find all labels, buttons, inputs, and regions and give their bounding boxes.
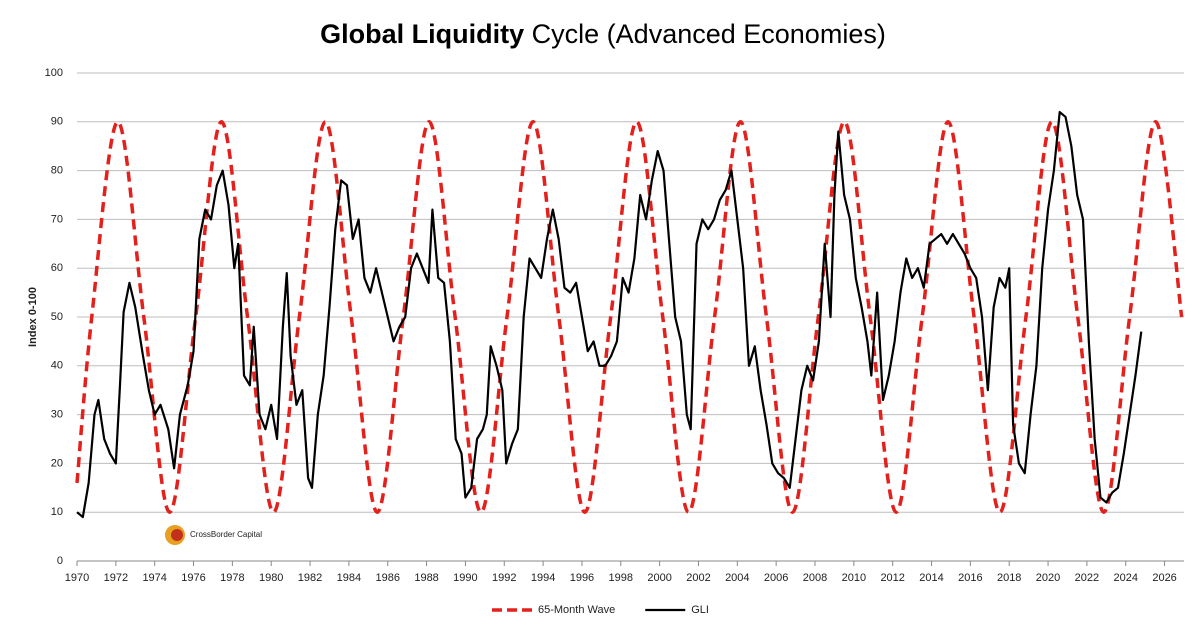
legend-label: 65-Month Wave — [538, 604, 615, 616]
logo-text: CrossBorder Capital — [190, 530, 262, 539]
series-line — [75, 120, 1184, 514]
x-tick-label: 2010 — [842, 572, 866, 584]
x-tick-label: 1976 — [181, 572, 205, 584]
x-tick-label: 2008 — [803, 572, 827, 584]
y-tick-label: 50 — [51, 311, 63, 323]
y-tick-label: 10 — [51, 506, 63, 518]
y-tick-label: 90 — [51, 116, 63, 128]
x-tick-label: 1972 — [104, 572, 128, 584]
x-tick-label: 1994 — [531, 572, 555, 584]
legend-item: GLI — [645, 604, 709, 616]
x-tick-label: 1982 — [298, 572, 322, 584]
x-tick-label: 2000 — [647, 572, 671, 584]
title-bold: Global Liquidity — [320, 19, 524, 49]
y-tick-label: 40 — [51, 360, 63, 372]
y-tick-label: 30 — [51, 409, 63, 421]
x-tick-label: 1974 — [142, 572, 166, 584]
y-tick-label: 70 — [51, 213, 63, 225]
legend-item: 65-Month Wave — [492, 604, 615, 616]
x-tick-label: 1988 — [414, 572, 438, 584]
x-tick-label: 2026 — [1152, 572, 1176, 584]
x-tick-label: 1986 — [375, 572, 399, 584]
legend-label: GLI — [691, 604, 709, 616]
series-line — [76, 110, 1143, 519]
x-tick-label: 2002 — [686, 572, 710, 584]
y-axis-label: Index 0-100 — [27, 287, 39, 347]
logo-mark-inner — [171, 529, 183, 541]
y-tick-label: 100 — [45, 67, 63, 79]
x-tick-label: 1984 — [337, 572, 361, 584]
y-tick-label: 20 — [51, 457, 63, 469]
x-tick-label: 2012 — [880, 572, 904, 584]
title-rest: Cycle (Advanced Economies) — [532, 19, 886, 49]
x-tick-label: 2022 — [1075, 572, 1099, 584]
logo: CrossBorder Capital — [165, 525, 262, 545]
x-tick-label: 1978 — [220, 572, 244, 584]
y-tick-label: 80 — [51, 165, 63, 177]
x-tick-label: 1990 — [453, 572, 477, 584]
x-tick-label: 1970 — [65, 572, 89, 584]
x-tick-label: 2018 — [997, 572, 1021, 584]
y-tick-label: 0 — [57, 555, 63, 567]
y-tick-label: 60 — [51, 262, 63, 274]
x-tick-label: 1980 — [259, 572, 283, 584]
x-tick-label: 2014 — [919, 572, 943, 584]
x-tick-label: 2024 — [1113, 572, 1137, 584]
x-tick-label: 1996 — [570, 572, 594, 584]
x-tick-label: 2020 — [1036, 572, 1060, 584]
x-tick-label: 2004 — [725, 572, 749, 584]
chart-title: Global Liquidity Cycle (Advanced Economi… — [320, 19, 886, 49]
x-tick-label: 2016 — [958, 572, 982, 584]
x-tick-label: 1998 — [609, 572, 633, 584]
x-tick-label: 1992 — [492, 572, 516, 584]
x-tick-label: 2006 — [764, 572, 788, 584]
